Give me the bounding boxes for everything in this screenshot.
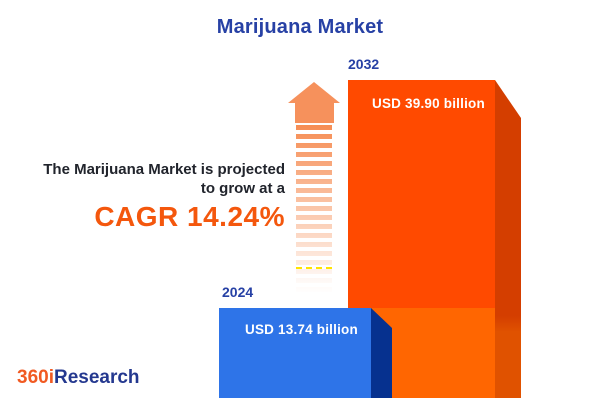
statement-line-1: The Marijuana Market is projected: [43, 161, 285, 178]
cagr-value: CAGR 14.24%: [94, 201, 285, 232]
bar-2024-year-label: 2024: [222, 284, 254, 300]
brand-logo-research: Research: [53, 367, 140, 388]
projection-statement: The Marijuana Market is projected to gro…: [43, 160, 285, 233]
growth-arrow-fade-overlay: [294, 123, 335, 295]
bar-2032-value-label: USD 39.90 billion: [372, 96, 485, 111]
growth-arrow-icon: [288, 82, 340, 103]
bar-2024: [219, 308, 371, 398]
brand-logo-360i: 360i: [17, 367, 54, 388]
bar-2032-3d-side: [495, 80, 521, 398]
bar-2024-3d-side: [371, 308, 392, 398]
brand-logo: 360iResearch: [17, 367, 140, 389]
page-title: Marijuana Market: [216, 16, 384, 38]
yellow-accent-dashed-line: [296, 267, 332, 269]
bar-2032-year-label: 2032: [348, 56, 380, 72]
statement-line-2: to grow at a: [200, 180, 285, 197]
growth-arrow-neck: [295, 102, 334, 123]
bar-2024-value-label: USD 13.74 billion: [245, 322, 358, 337]
